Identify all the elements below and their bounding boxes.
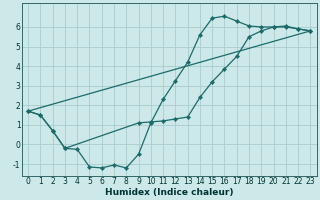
X-axis label: Humidex (Indice chaleur): Humidex (Indice chaleur) [105,188,234,197]
